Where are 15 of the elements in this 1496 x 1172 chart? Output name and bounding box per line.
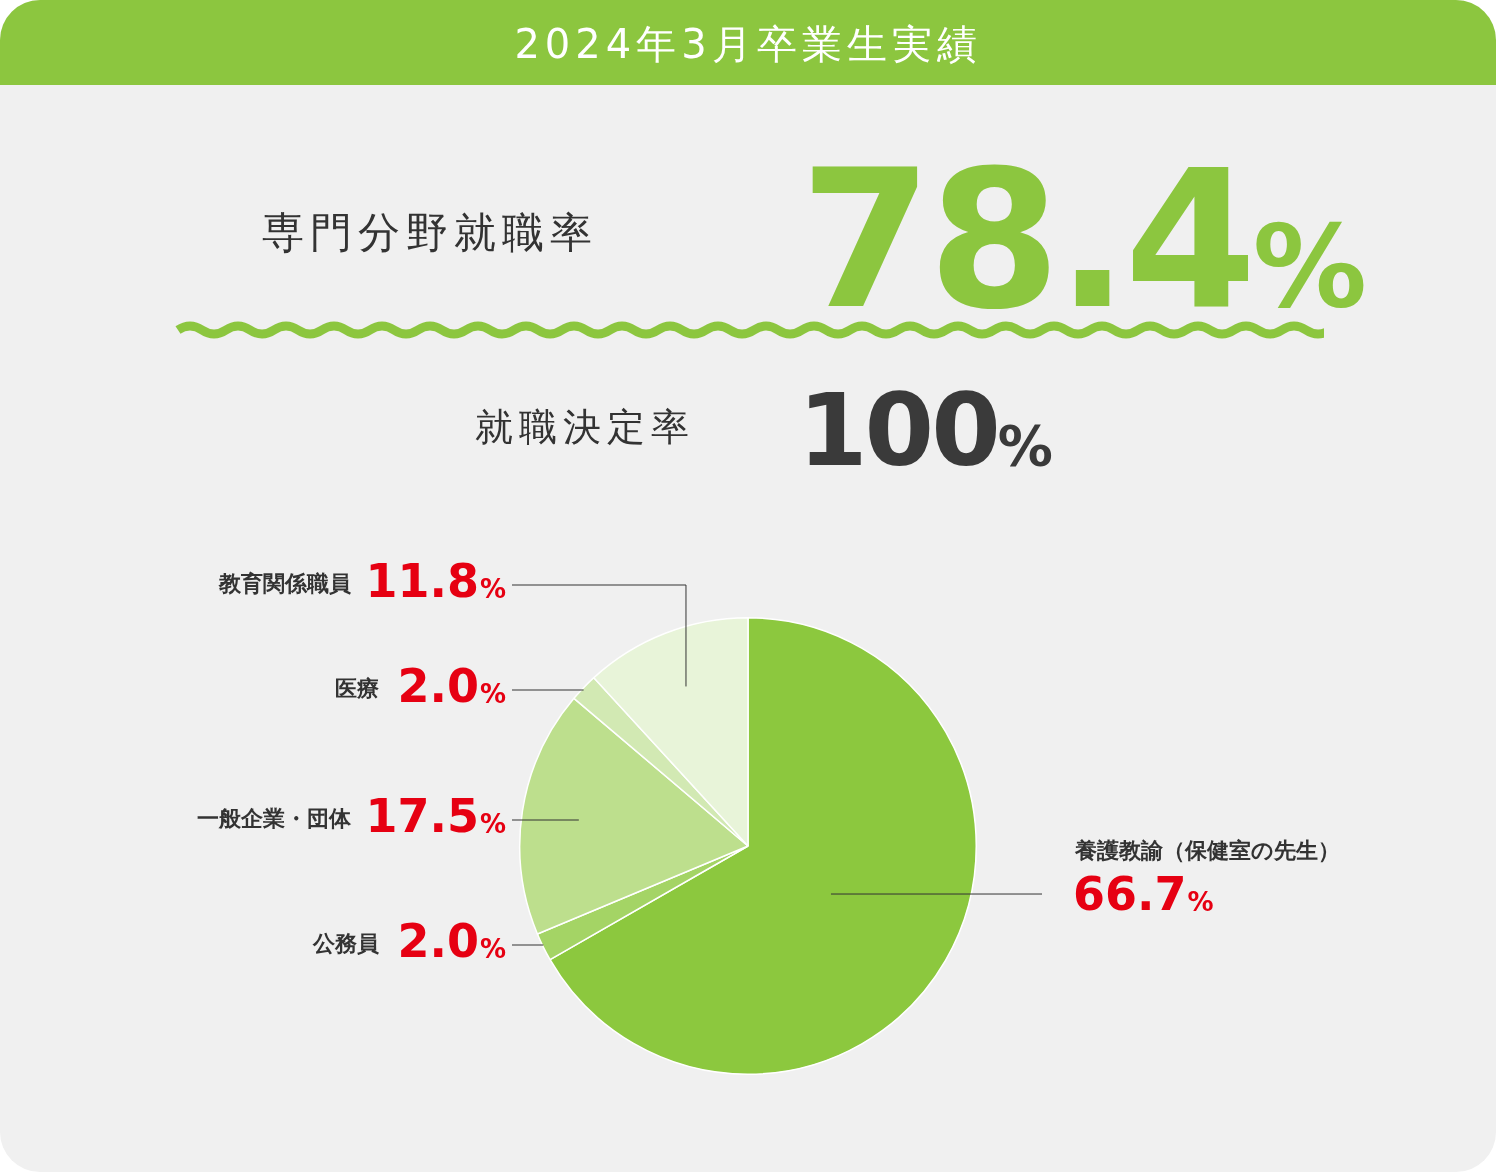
text: 78.4% — [800, 130, 1364, 351]
text: 専門分野就職率 — [262, 207, 598, 259]
slice-label: 養護教諭（保健室の先生） — [1074, 837, 1340, 863]
text: 100% — [798, 372, 1050, 489]
data-label: 66.7% — [1073, 866, 1214, 921]
slice-label: 公務員 — [311, 930, 379, 956]
chart-title: 2024年3月卒業生実績 — [0, 0, 1496, 85]
data-label: 2.0% — [397, 658, 507, 713]
data-label: 17.5% — [365, 788, 507, 843]
slice-label: 教育関係職員 — [218, 570, 352, 596]
slice-label: 医療 — [334, 675, 379, 701]
data-label: 2.0% — [397, 913, 507, 968]
text: 就職決定率 — [475, 404, 695, 451]
slice-label: 一般企業・団体 — [197, 805, 353, 831]
data-label: 11.8% — [365, 553, 507, 608]
